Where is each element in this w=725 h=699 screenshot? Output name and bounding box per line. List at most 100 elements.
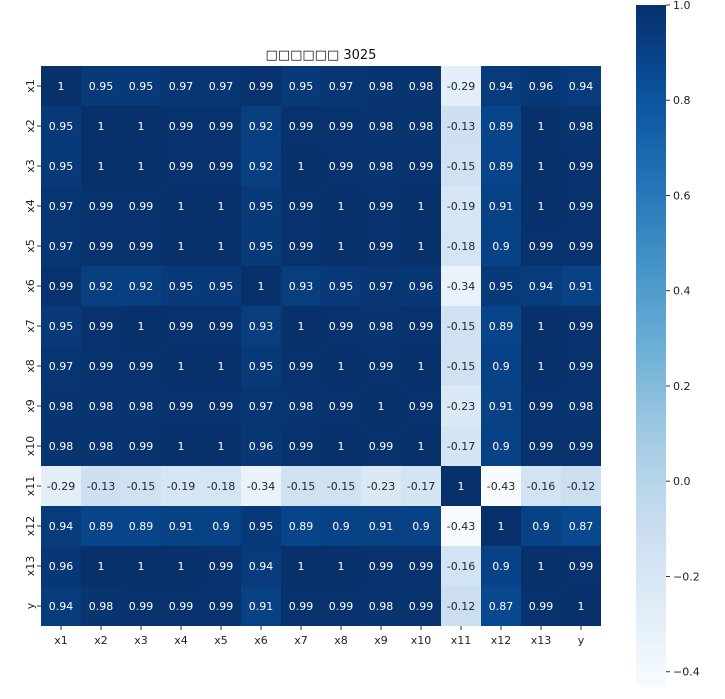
y-tick-label: x7 <box>24 319 37 333</box>
heatmap-cell <box>41 426 81 466</box>
cell-label: 0.99 <box>409 320 434 333</box>
cell-label: 1 <box>538 200 545 213</box>
heatmap-cell <box>81 146 121 186</box>
heatmap-cell <box>561 306 601 346</box>
cell-label: 1 <box>418 440 425 453</box>
y-axis: x1 x2 x3 x4 x5 x6 x7 x8 x9 x10 x11 x12 x13 y <box>24 79 41 609</box>
cell-label: 0.99 <box>369 360 394 373</box>
cell-label: 0.99 <box>529 600 554 613</box>
heatmap-cell <box>361 546 401 586</box>
heatmap-cell <box>161 506 201 546</box>
cell-label: 0.96 <box>529 80 554 93</box>
cell-label: 0.99 <box>529 400 554 413</box>
heatmap-cell <box>401 386 441 426</box>
heatmap-cell <box>241 466 281 506</box>
heatmap-cell <box>81 506 121 546</box>
cell-label: -0.15 <box>447 360 475 373</box>
cell-label: 0.99 <box>89 320 114 333</box>
heatmap-cell <box>121 346 161 386</box>
cell-label: -0.15 <box>447 320 475 333</box>
cell-label: 1 <box>218 200 225 213</box>
cell-label: 0.91 <box>249 600 274 613</box>
x-tick-label: x1 <box>54 634 68 647</box>
heatmap-cell <box>321 586 361 626</box>
cell-label: -0.23 <box>367 480 395 493</box>
heatmap-cell <box>441 586 481 626</box>
heatmap-cell <box>241 266 281 306</box>
heatmap-cell <box>241 106 281 146</box>
cell-label: 1 <box>98 560 105 573</box>
heatmap-cell <box>441 146 481 186</box>
cell-label: 0.99 <box>289 600 314 613</box>
cell-label: 0.92 <box>129 280 154 293</box>
cell-label: 0.94 <box>49 520 74 533</box>
heatmap-cell <box>481 266 521 306</box>
heatmap-cell <box>441 186 481 226</box>
heatmap-cell <box>241 426 281 466</box>
heatmap-cell <box>121 266 161 306</box>
heatmap-cell <box>121 186 161 226</box>
heatmap-cell <box>201 186 241 226</box>
heatmap-cell <box>441 306 481 346</box>
heatmap-cell <box>161 66 201 106</box>
colorbar-tick-label: 0.6 <box>673 189 691 202</box>
heatmap-cell <box>401 506 441 546</box>
heatmap-cell <box>241 226 281 266</box>
cell-label: 1 <box>218 360 225 373</box>
x-tick-label: x11 <box>451 634 472 647</box>
cell-label: 0.97 <box>49 240 74 253</box>
heatmap-cell <box>561 346 601 386</box>
heatmap-cell <box>321 346 361 386</box>
cell-label: 0.99 <box>209 120 234 133</box>
cell-label: 0.94 <box>249 560 274 573</box>
cell-label: -0.34 <box>247 480 275 493</box>
heatmap-cell <box>161 466 201 506</box>
cell-label: 1 <box>538 160 545 173</box>
heatmap-cell <box>121 306 161 346</box>
cell-label: 0.98 <box>369 320 394 333</box>
heatmap-cell <box>41 226 81 266</box>
colorbar-tick-label: −0.2 <box>673 570 700 583</box>
heatmap-cell <box>81 586 121 626</box>
cell-label: -0.18 <box>207 480 235 493</box>
cell-label: 0.99 <box>209 560 234 573</box>
cell-label: 1 <box>138 160 145 173</box>
heatmap-cell <box>81 266 121 306</box>
cell-label: -0.12 <box>567 480 595 493</box>
cell-label: 0.95 <box>209 280 234 293</box>
cell-label: -0.13 <box>447 120 475 133</box>
heatmap-cell <box>161 426 201 466</box>
cell-label: 0.9 <box>212 520 230 533</box>
cell-label: 1 <box>98 160 105 173</box>
cell-label: 0.97 <box>169 80 194 93</box>
heatmap-cell <box>521 266 561 306</box>
heatmap-cell <box>481 506 521 546</box>
cell-label: -0.12 <box>447 600 475 613</box>
heatmap-cell <box>481 466 521 506</box>
cell-label: 1 <box>578 600 585 613</box>
y-tick-label: x11 <box>24 476 37 497</box>
heatmap-cell <box>361 226 401 266</box>
colorbar: 1.0 0.8 0.6 0.4 0.2 0.0 −0.2 −0.4 <box>636 0 700 686</box>
heatmap-cell <box>121 466 161 506</box>
heatmap-cell <box>441 386 481 426</box>
heatmap-cells: 1 0.95 0.95 0.97 0.97 0.99 0.95 0.97 0.98 0.98 -0.… <box>41 66 601 626</box>
cell-label: 1 <box>338 360 345 373</box>
heatmap-cell <box>361 586 401 626</box>
colorbar-tick-label: 0.4 <box>673 285 691 298</box>
cell-label: 0.99 <box>569 200 594 213</box>
cell-label: -0.23 <box>447 400 475 413</box>
heatmap-cell <box>361 106 401 146</box>
heatmap-cell <box>281 66 321 106</box>
heatmap-cell <box>241 546 281 586</box>
cell-label: 0.94 <box>529 280 554 293</box>
cell-label: 0.95 <box>49 320 74 333</box>
heatmap-cell <box>401 186 441 226</box>
colorbar-tick-label: 1.0 <box>673 0 691 12</box>
cell-label: 1 <box>98 120 105 133</box>
cell-label: 0.99 <box>289 120 314 133</box>
x-tick-label: x10 <box>411 634 432 647</box>
heatmap-cell <box>201 506 241 546</box>
heatmap-cell <box>441 466 481 506</box>
chart-title: □□□□□□ 3025 <box>266 48 377 63</box>
